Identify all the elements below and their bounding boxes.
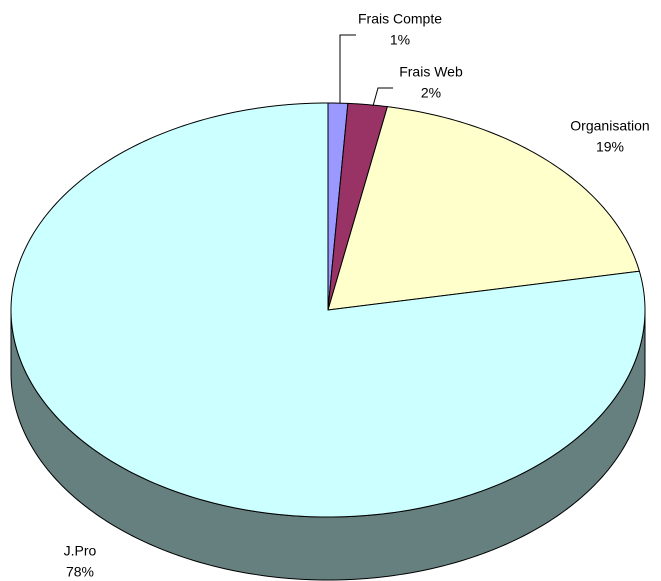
slice-value-label: 19% <box>596 139 624 155</box>
leader-line <box>339 34 356 103</box>
slice-label: J.Pro <box>64 543 97 559</box>
slice-label: Organisation <box>570 118 649 134</box>
slice-value-label: 78% <box>66 564 94 580</box>
leader-line <box>372 87 393 107</box>
slice-label: Frais Web <box>399 64 463 80</box>
slice <box>10 102 646 518</box>
slice-value-label: 2% <box>421 85 441 101</box>
slice-value-label: 1% <box>390 32 410 48</box>
slice-label: Frais Compte <box>358 11 442 27</box>
slice <box>327 106 640 311</box>
